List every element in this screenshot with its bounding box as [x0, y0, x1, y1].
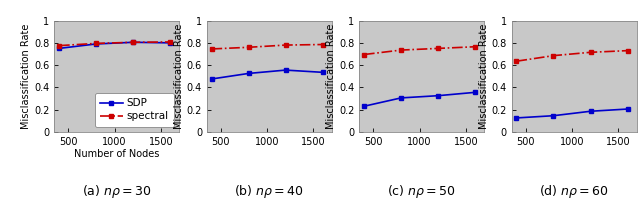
SDP [550, 115, 557, 117]
SDP [360, 105, 368, 108]
SDP [282, 69, 289, 71]
X-axis label: Number of Nodes: Number of Nodes [74, 150, 159, 159]
Line: SDP: SDP [56, 40, 173, 51]
SDP [129, 41, 137, 43]
spectral [207, 48, 215, 50]
Line: spectral: spectral [514, 48, 630, 64]
Y-axis label: Misclassification Rate: Misclassification Rate [479, 23, 489, 129]
SDP [434, 94, 442, 97]
spectral [434, 47, 442, 50]
spectral [587, 51, 595, 54]
Text: (b) $n\rho = 40$: (b) $n\rho = 40$ [234, 183, 305, 200]
spectral [244, 46, 252, 49]
SDP [166, 42, 174, 44]
Line: SDP: SDP [362, 90, 477, 109]
Text: (a) $n\rho = 30$: (a) $n\rho = 30$ [82, 183, 152, 200]
Y-axis label: Misclassification Rate: Misclassification Rate [326, 23, 337, 129]
Text: (c) $n\rho = 50$: (c) $n\rho = 50$ [387, 183, 456, 200]
spectral [319, 43, 326, 46]
SDP [319, 71, 326, 74]
SDP [92, 43, 100, 45]
spectral [92, 42, 100, 45]
spectral [55, 44, 63, 47]
spectral [471, 46, 479, 48]
Y-axis label: Misclassification Rate: Misclassification Rate [174, 23, 184, 129]
spectral [129, 41, 137, 43]
SDP [207, 78, 215, 80]
Line: SDP: SDP [209, 68, 325, 81]
spectral [360, 53, 368, 56]
Line: spectral: spectral [362, 44, 477, 57]
spectral [513, 60, 520, 62]
SDP [513, 117, 520, 119]
SDP [471, 91, 479, 94]
spectral [166, 41, 174, 43]
SDP [244, 72, 252, 75]
spectral [282, 44, 289, 46]
spectral [624, 49, 632, 52]
Line: SDP: SDP [514, 107, 630, 120]
SDP [55, 47, 63, 50]
Line: spectral: spectral [209, 42, 325, 51]
Line: spectral: spectral [56, 40, 173, 48]
SDP [587, 110, 595, 112]
Legend: SDP, spectral: SDP, spectral [95, 93, 174, 127]
spectral [397, 49, 405, 51]
Y-axis label: Misclassification Rate: Misclassification Rate [21, 23, 31, 129]
SDP [397, 97, 405, 99]
spectral [550, 54, 557, 57]
SDP [624, 108, 632, 110]
Text: (d) $n\rho = 60$: (d) $n\rho = 60$ [540, 183, 609, 200]
